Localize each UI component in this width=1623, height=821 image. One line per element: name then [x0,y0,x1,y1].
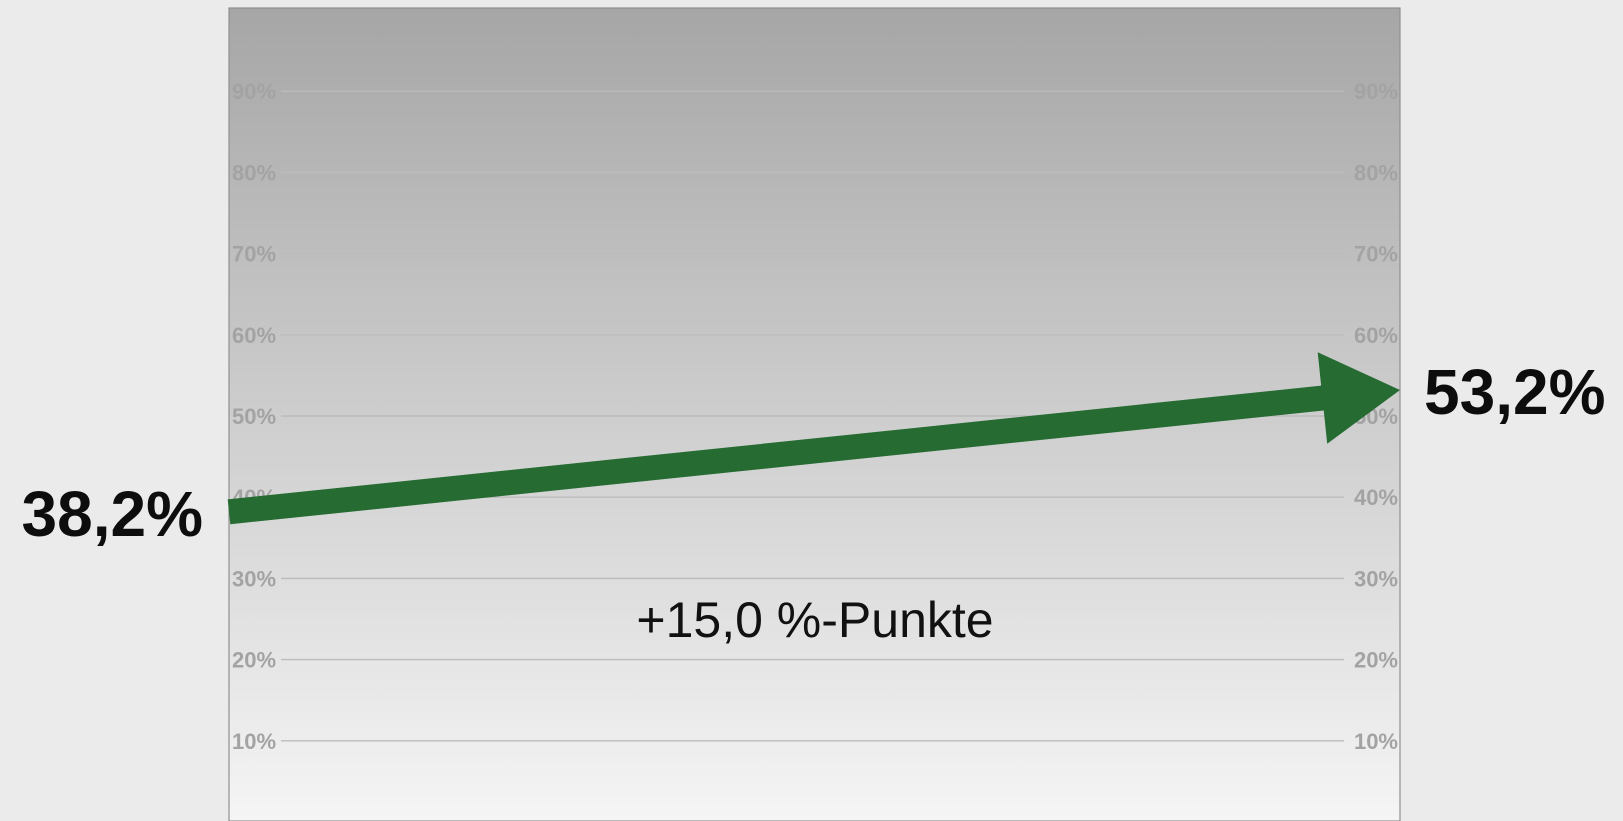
left-tick-label: 90% [232,79,276,104]
right-tick-label: 20% [1354,648,1398,673]
trend-arrow-shaft [227,385,1330,525]
left-tick-label: 60% [232,323,276,348]
right-tick-label: 60% [1354,323,1398,348]
right-tick-label: 30% [1354,566,1398,591]
left-tick-label: 70% [232,242,276,267]
right-tick-label: 40% [1354,485,1398,510]
left-tick-label: 30% [232,566,276,591]
change-annotation: +15,0 %-Punkte [636,592,993,648]
left-tick-label: 50% [232,404,276,429]
left-tick-label: 20% [232,648,276,673]
right-tick-label: 90% [1354,79,1398,104]
trend-arrow-head [1317,352,1400,444]
right-tick-label: 70% [1354,242,1398,267]
start-value-label: 38,2% [22,478,203,550]
left-tick-label: 80% [232,160,276,185]
end-value-label: 53,2% [1424,356,1605,428]
right-tick-label: 80% [1354,160,1398,185]
right-tick-label: 10% [1354,729,1398,754]
left-tick-label: 10% [232,729,276,754]
